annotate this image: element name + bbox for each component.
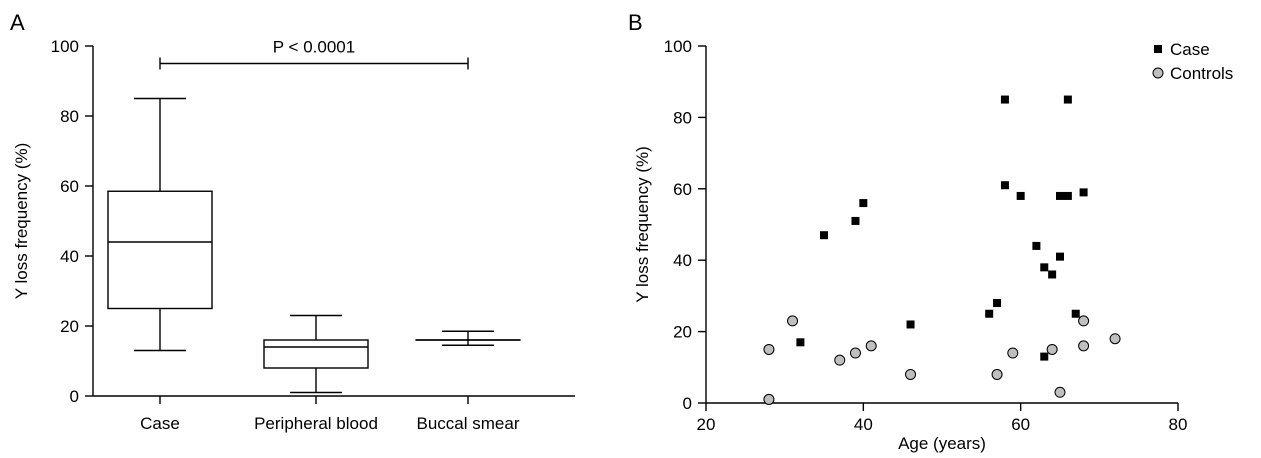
legend-controls-marker xyxy=(1152,67,1164,79)
panel-b-y-tick-label: 60 xyxy=(673,180,692,199)
panel-a-y-tick-label: 0 xyxy=(70,387,79,406)
panel-b-y-tick-label: 0 xyxy=(683,394,692,413)
panel-b-x-tick-label: 40 xyxy=(854,415,873,434)
panel-b-y-tick-label: 100 xyxy=(664,37,692,56)
case-point xyxy=(796,338,805,347)
panel-a-y-tick-label: 80 xyxy=(60,107,79,126)
panel-b-y-tick-label: 40 xyxy=(673,251,692,270)
controls-point xyxy=(1046,343,1058,355)
box-case xyxy=(107,97,213,352)
case-point xyxy=(906,320,915,329)
controls-point xyxy=(1109,333,1121,345)
case-point xyxy=(859,199,868,208)
controls-point xyxy=(905,368,917,380)
panel-b-x-tick-label: 80 xyxy=(1169,415,1188,434)
panel-a-label: A xyxy=(10,10,25,35)
series-controls xyxy=(763,315,1121,405)
case-point xyxy=(1063,191,1072,200)
case-point xyxy=(1079,188,1088,197)
panel-b-x-tick-label: 60 xyxy=(1011,415,1030,434)
controls-point xyxy=(865,340,877,352)
controls-point xyxy=(763,393,775,405)
controls-point xyxy=(849,347,861,359)
controls-point xyxy=(763,343,775,355)
panel-b-x-axis-label: Age (years) xyxy=(898,434,986,453)
panel-a-x-tick-label: Peripheral blood xyxy=(254,414,378,433)
controls-point xyxy=(1078,340,1090,352)
panel-b: B Y loss frequency (%) Age (years) Case … xyxy=(628,10,1233,453)
legend-controls-label: Controls xyxy=(1170,64,1233,83)
case-point xyxy=(1040,263,1049,272)
controls-point xyxy=(834,354,846,366)
panel-b-y-axis-label: Y loss frequency (%) xyxy=(633,146,652,303)
controls-point xyxy=(787,315,799,327)
case-point xyxy=(1056,191,1064,200)
interquartile-box xyxy=(107,190,213,310)
case-point xyxy=(1000,95,1009,104)
case-point xyxy=(851,216,860,225)
case-point xyxy=(985,309,994,318)
legend-case-marker xyxy=(1154,45,1162,53)
case-point xyxy=(1048,270,1057,279)
case-point xyxy=(1000,181,1009,190)
case-point xyxy=(820,231,828,240)
controls-point xyxy=(1054,386,1066,398)
panel-a-x-tick-label: Buccal smear xyxy=(417,414,520,433)
panel-a-x-tick-label: Case xyxy=(140,414,180,433)
panel-a-y-tick-label: 100 xyxy=(51,37,79,56)
controls-point xyxy=(1078,315,1090,327)
panel-a-y-tick-label: 40 xyxy=(60,247,79,266)
case-point xyxy=(1016,191,1025,200)
case-point xyxy=(993,299,1002,308)
case-point xyxy=(1063,95,1072,104)
panel-b-label: B xyxy=(628,10,643,35)
case-point xyxy=(1056,252,1064,261)
case-point xyxy=(1032,241,1041,250)
case-point xyxy=(1040,352,1049,361)
panel-b-y-tick-label: 20 xyxy=(673,323,692,342)
case-point xyxy=(1071,309,1080,318)
controls-point xyxy=(991,368,1003,380)
panel-a-y-tick-label: 60 xyxy=(60,177,79,196)
controls-point xyxy=(1007,347,1019,359)
panel-b-x-tick-label: 20 xyxy=(697,415,716,434)
series-case xyxy=(796,95,1088,361)
box-peripheral-blood xyxy=(263,314,369,394)
box-buccal-smear xyxy=(415,330,521,346)
panel-b-y-tick-label: 80 xyxy=(673,108,692,127)
panel-a: A Y loss frequency (%) P < 0.0001 0 20 40 6… xyxy=(10,10,575,433)
interquartile-box xyxy=(263,339,369,369)
legend-case-label: Case xyxy=(1170,40,1210,59)
legend: Case Controls xyxy=(1152,40,1233,83)
p-value-annotation: P < 0.0001 xyxy=(273,38,355,57)
panel-a-y-axis-label: Y loss frequency (%) xyxy=(12,143,31,300)
panel-a-y-tick-label: 20 xyxy=(60,317,79,336)
